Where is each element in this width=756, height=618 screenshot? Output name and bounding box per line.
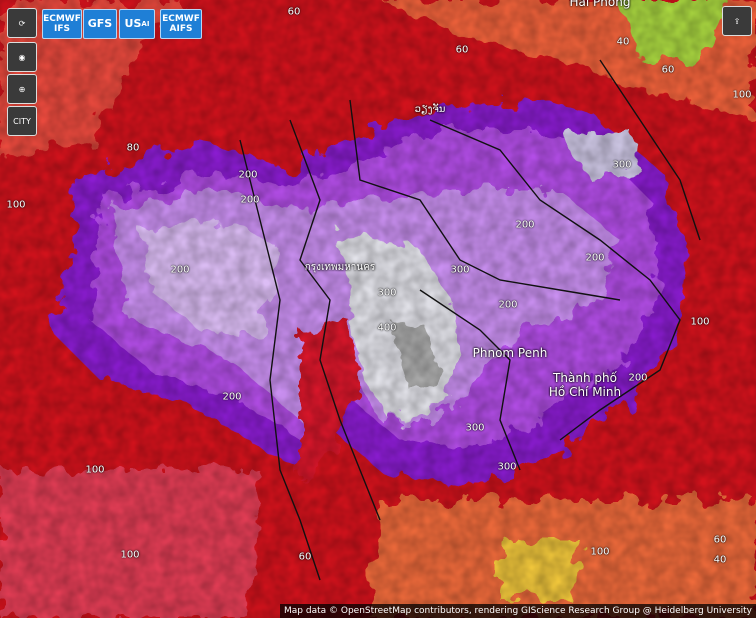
contour-label: 200 <box>222 391 242 403</box>
contour-label: 200 <box>170 264 190 276</box>
contour-label: 60 <box>298 551 312 563</box>
contour-label: 200 <box>628 372 648 384</box>
contour-label: 200 <box>238 169 258 181</box>
contour-label: 100 <box>85 464 105 476</box>
contour-label: 60 <box>455 44 469 56</box>
share-button[interactable]: ⇪ <box>722 6 752 36</box>
place-label: Hải Phòng <box>569 0 631 9</box>
location-button[interactable]: ◉ <box>7 42 37 72</box>
contour-label: 100 <box>590 546 610 558</box>
city-button[interactable]: CITY <box>7 106 37 136</box>
model-button[interactable]: ECMWF AIFS <box>160 9 202 39</box>
contour-label: 40 <box>616 36 630 48</box>
attribution: Map data © OpenStreetMap contributors, r… <box>280 604 756 618</box>
place-label: กรุงเทพมหานคร <box>304 262 376 273</box>
zoom-button[interactable]: ⊕ <box>7 74 37 104</box>
contour-label: 200 <box>585 252 605 264</box>
model-button[interactable]: ECMWF IFS <box>42 9 82 39</box>
contour-label: 100 <box>732 89 752 101</box>
model-name: US <box>124 17 142 30</box>
contour-label: 60 <box>661 64 675 76</box>
contour-label: 400 <box>377 322 397 334</box>
contour-label: 100 <box>690 316 710 328</box>
reload-button[interactable]: ⟳ <box>7 8 37 38</box>
contour-label: 80 <box>126 142 140 154</box>
contour-label: 300 <box>465 422 485 434</box>
contour-label: 100 <box>6 199 26 211</box>
contour-label: 300 <box>377 287 397 299</box>
place-label: Thành phố Hồ Chí Minh <box>548 371 622 399</box>
contour-label: 300 <box>612 159 632 171</box>
model-button[interactable]: US AI <box>119 9 155 39</box>
contour-label: 60 <box>287 6 301 18</box>
contour-label: 300 <box>497 461 517 473</box>
model-button[interactable]: GFS <box>83 9 117 39</box>
contour-label: 200 <box>498 299 518 311</box>
model-sub: AI <box>141 20 150 28</box>
contour-label: 100 <box>120 549 140 561</box>
contour-label: 300 <box>450 264 470 276</box>
contour-label: 200 <box>240 194 260 206</box>
place-label: Phnom Penh <box>472 346 548 360</box>
place-label: ວຽງຈັນ <box>414 104 446 115</box>
contour-label: 200 <box>515 219 535 231</box>
contour-label: 60 <box>713 534 727 546</box>
contour-label: 40 <box>713 554 727 566</box>
